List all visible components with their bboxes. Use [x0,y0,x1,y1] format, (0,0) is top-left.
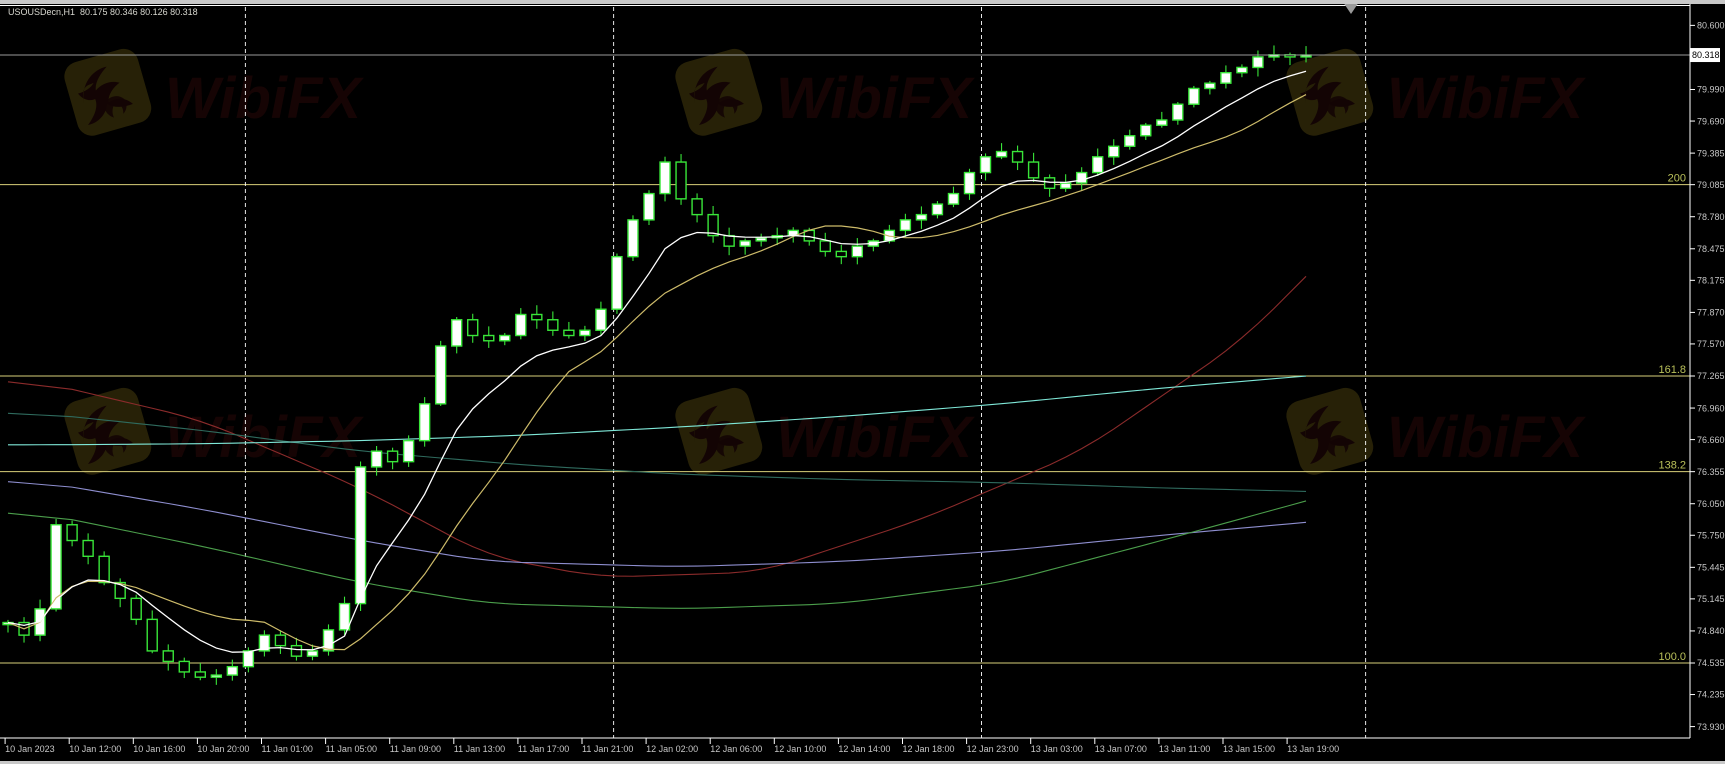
svg-text:11 Jan 21:00: 11 Jan 21:00 [582,744,633,754]
svg-text:77.570: 77.570 [1697,339,1725,349]
svg-text:10 Jan 12:00: 10 Jan 12:00 [69,744,121,754]
svg-text:77.870: 77.870 [1697,308,1725,318]
svg-text:WibiFX: WibiFX [1387,66,1586,131]
svg-text:74.535: 74.535 [1697,658,1725,668]
svg-text:12 Jan 23:00: 12 Jan 23:00 [967,744,1019,754]
svg-text:76.355: 76.355 [1697,467,1725,477]
svg-text:WibiFX: WibiFX [1387,405,1586,470]
svg-text:80.318: 80.318 [1692,50,1720,60]
svg-text:12 Jan 06:00: 12 Jan 06:00 [710,744,762,754]
svg-text:10 Jan 16:00: 10 Jan 16:00 [133,744,185,754]
svg-text:10 Jan 2023: 10 Jan 2023 [5,744,55,754]
svg-text:100.0: 100.0 [1658,651,1686,663]
svg-text:79.990: 79.990 [1697,85,1725,95]
svg-text:80.600: 80.600 [1697,21,1725,31]
svg-text:79.085: 79.085 [1697,180,1725,190]
svg-text:200: 200 [1668,173,1686,185]
svg-text:73.930: 73.930 [1697,722,1725,732]
svg-text:74.235: 74.235 [1697,690,1725,700]
svg-text:13 Jan 03:00: 13 Jan 03:00 [1031,744,1083,754]
svg-text:79.385: 79.385 [1697,148,1725,158]
svg-text:10 Jan 20:00: 10 Jan 20:00 [197,744,249,754]
svg-text:75.750: 75.750 [1697,530,1725,540]
svg-text:13 Jan 15:00: 13 Jan 15:00 [1223,744,1275,754]
svg-text:76.660: 76.660 [1697,435,1725,445]
svg-text:11 Jan 13:00: 11 Jan 13:00 [454,744,505,754]
svg-text:78.175: 78.175 [1697,276,1725,286]
svg-text:11 Jan 01:00: 11 Jan 01:00 [262,744,313,754]
svg-text:13 Jan 19:00: 13 Jan 19:00 [1287,744,1339,754]
svg-text:11 Jan 05:00: 11 Jan 05:00 [326,744,377,754]
svg-text:11 Jan 17:00: 11 Jan 17:00 [518,744,569,754]
svg-text:WibiFX: WibiFX [165,405,364,470]
svg-text:78.475: 78.475 [1697,244,1725,254]
svg-text:WibiFX: WibiFX [776,66,975,131]
svg-text:138.2: 138.2 [1658,460,1686,472]
svg-text:12 Jan 18:00: 12 Jan 18:00 [903,744,955,754]
svg-text:13 Jan 07:00: 13 Jan 07:00 [1095,744,1147,754]
svg-text:79.690: 79.690 [1697,116,1725,126]
svg-text:75.145: 75.145 [1697,594,1725,604]
svg-text:78.780: 78.780 [1697,212,1725,222]
svg-text:WibiFX: WibiFX [776,405,975,470]
svg-text:75.445: 75.445 [1697,563,1725,573]
svg-text:12 Jan 02:00: 12 Jan 02:00 [646,744,698,754]
svg-text:12 Jan 10:00: 12 Jan 10:00 [774,744,826,754]
svg-text:161.8: 161.8 [1658,364,1686,376]
svg-text:11 Jan 09:00: 11 Jan 09:00 [390,744,441,754]
svg-text:74.840: 74.840 [1697,626,1725,636]
svg-text:76.050: 76.050 [1697,499,1725,509]
svg-text:76.960: 76.960 [1697,403,1725,413]
svg-text:WibiFX: WibiFX [165,66,364,131]
svg-text:12 Jan 14:00: 12 Jan 14:00 [838,744,890,754]
svg-text:77.265: 77.265 [1697,371,1725,381]
svg-text:13 Jan 11:00: 13 Jan 11:00 [1159,744,1210,754]
